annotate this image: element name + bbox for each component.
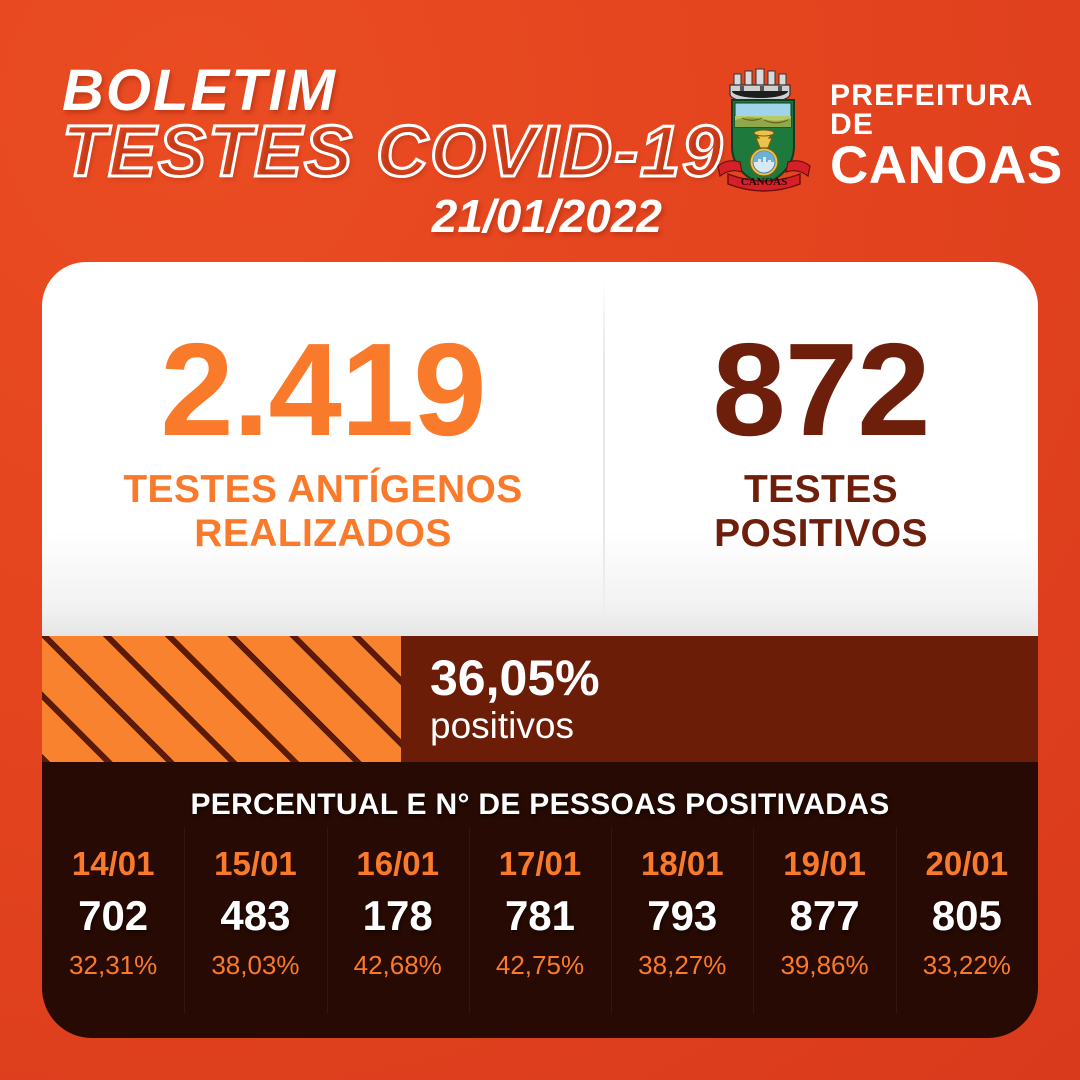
positivity-band-fill: [42, 636, 402, 762]
tests-performed-label: TESTES ANTÍGENOS REALIZADOS: [123, 468, 522, 555]
column-percent: 39,86%: [780, 950, 869, 981]
column-date: 19/01: [783, 845, 866, 882]
table-column: 19/01 877 39,86%: [753, 828, 895, 1014]
positive-tests-label-line2: POSITIVOS: [714, 511, 928, 555]
table-column: 18/01 793 38,27%: [611, 828, 753, 1014]
stat-positive-tests: 872 TESTES POSITIVOS: [604, 262, 1038, 636]
brand-line-prefeitura: PREFEITURA DE: [830, 79, 1033, 141]
positivity-band-text: 36,05% positivos: [430, 652, 600, 745]
canoas-coat-of-arms-icon: CANOAS: [717, 68, 811, 192]
table-column: 20/01 805 33,22%: [895, 828, 1038, 1014]
page-title-covid: TESTES COVID-19: [61, 112, 725, 192]
column-count: 178: [362, 892, 433, 940]
column-count: 483: [220, 892, 291, 940]
column-percent: 32,31%: [69, 950, 158, 981]
positivity-sublabel: positivos: [430, 704, 574, 746]
svg-text:CANOAS: CANOAS: [741, 176, 787, 188]
page-title-boletim: BOLETIM: [62, 58, 337, 123]
positive-tests-value: 872: [712, 315, 930, 463]
positive-tests-label: TESTES POSITIVOS: [714, 468, 928, 555]
header: BOLETIM TESTES COVID-19 21/01/2022: [0, 0, 1080, 252]
column-percent: 42,68%: [353, 950, 442, 981]
column-count: 781: [504, 892, 576, 940]
daily-table-panel: PERCENTUAL E N° DE PESSOAS POSITIVADAS 1…: [42, 762, 1038, 1038]
column-count: 702: [78, 892, 149, 940]
column-date: 20/01: [925, 845, 1009, 882]
column-count: 877: [789, 892, 860, 940]
brand-text: PREFEITURA DE CANOAS: [830, 79, 1063, 195]
brand-line-canoas: CANOAS: [830, 135, 1063, 195]
table-column: 16/01 178 42,68%: [326, 828, 469, 1014]
title-block: BOLETIM TESTES COVID-19 21/01/2022: [61, 58, 725, 243]
tests-performed-value: 2.419: [160, 315, 486, 463]
column-date: 17/01: [498, 845, 582, 882]
positivity-percent: 36,05%: [430, 650, 600, 707]
positive-tests-label-line1: TESTES: [743, 468, 899, 512]
column-percent: 38,03%: [211, 950, 300, 981]
tests-performed-label-line1: TESTES ANTÍGENOS: [123, 468, 523, 512]
table-column: 14/01 702 32,31%: [42, 842, 184, 1014]
column-percent: 33,22%: [922, 950, 1011, 981]
column-percent: 42,75%: [495, 950, 585, 981]
column-date: 15/01: [214, 845, 297, 882]
brand-block: CANOAS PREFEITURA DE CANOAS: [712, 58, 1063, 208]
column-date: 18/01: [640, 845, 724, 882]
column-percent: 38,27%: [638, 950, 727, 981]
bulletin-date: 21/01/2022: [431, 190, 662, 243]
column-date: 16/01: [356, 845, 439, 882]
table-column: 15/01 483 38,03%: [184, 828, 326, 1014]
column-count: 805: [931, 892, 1002, 940]
tests-performed-label-line2: REALIZADOS: [194, 511, 452, 555]
positivity-band: 36,05% positivos: [42, 636, 1038, 762]
column-count: 793: [647, 892, 718, 940]
daily-table-title: PERCENTUAL E N° DE PESSOAS POSITIVADAS: [190, 788, 890, 821]
table-column: 17/01 781 42,75%: [468, 828, 611, 1014]
daily-table: 14/01 702 32,31% 15/01 483 38,03% 16/01 178 42,6…: [42, 828, 1038, 1014]
card-divider: [603, 280, 605, 618]
column-date: 14/01: [71, 845, 155, 882]
stat-tests-performed: 2.419 TESTES ANTÍGENOS REALIZADOS: [42, 262, 604, 636]
stats-card: 2.419 TESTES ANTÍGENOS REALIZADOS 872 TE…: [42, 262, 1038, 636]
